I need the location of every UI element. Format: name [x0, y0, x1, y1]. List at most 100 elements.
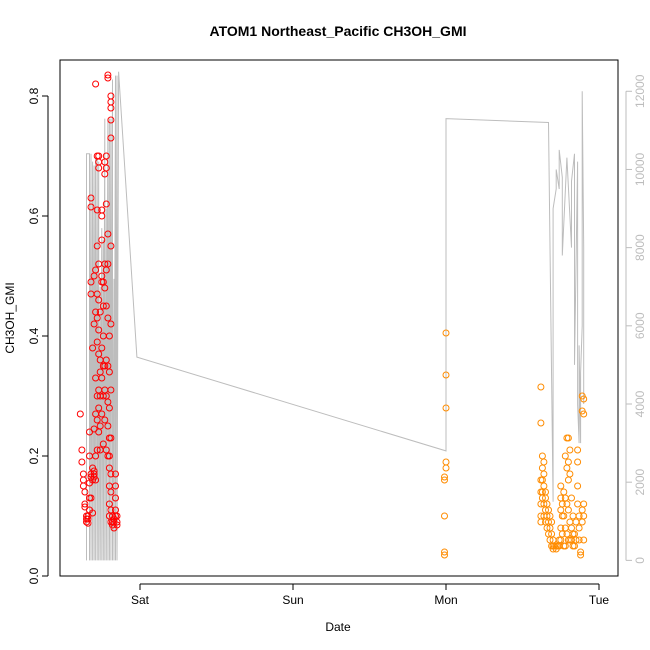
- data-point: [84, 519, 92, 527]
- data-point: [79, 476, 87, 484]
- data-point: [95, 164, 103, 172]
- data-point: [105, 368, 113, 376]
- data-point: [561, 542, 569, 550]
- data-point: [580, 536, 588, 544]
- data-point: [87, 494, 95, 502]
- y-tick-label: 0.8: [27, 87, 41, 104]
- data-point: [112, 482, 119, 490]
- data-point: [566, 470, 574, 478]
- data-point: [92, 80, 100, 88]
- data-point: [558, 500, 566, 508]
- axes: 0.0 0.2 0.4 0.6 0.8 0 2000 4000 6000 8000 10000 120…: [27, 74, 647, 607]
- data-point: [442, 329, 450, 337]
- data-point: [107, 104, 115, 112]
- y2-tick-label: 10000: [633, 152, 647, 186]
- data-point: [540, 470, 548, 478]
- data-point: [81, 500, 89, 508]
- data-point: [102, 152, 110, 160]
- data-point: [112, 470, 119, 478]
- data-point: [93, 338, 101, 346]
- data-point: [560, 488, 568, 496]
- data-point: [538, 464, 546, 472]
- data-point: [574, 446, 582, 454]
- data-point: [441, 476, 448, 484]
- y2-tick-label: 12000: [633, 74, 647, 108]
- data-point: [442, 464, 450, 472]
- data-point: [95, 326, 103, 334]
- data-point: [569, 512, 577, 520]
- data-point: [441, 512, 448, 520]
- data-point: [87, 278, 95, 286]
- data-point: [537, 383, 545, 391]
- plot-area: [59, 59, 619, 577]
- data-point: [561, 452, 569, 460]
- data-point: [561, 494, 569, 502]
- y2-tick-label: 4000: [633, 390, 647, 417]
- data-point: [93, 242, 101, 250]
- data-point: [107, 320, 115, 328]
- data-point: [564, 506, 572, 514]
- y-tick-label: 0.0: [27, 567, 41, 584]
- data-point: [98, 410, 106, 418]
- data-point: [84, 515, 92, 523]
- data-point: [104, 260, 112, 268]
- data-point: [580, 410, 588, 418]
- data-point: [98, 374, 106, 382]
- data-point: [99, 302, 107, 310]
- data-point: [79, 482, 87, 490]
- data-point: [105, 404, 113, 412]
- data-point: [105, 332, 113, 340]
- data-point: [96, 422, 104, 430]
- data-point: [564, 434, 572, 442]
- data-point: [107, 242, 115, 250]
- data-point: [572, 518, 580, 526]
- data-point: [578, 518, 586, 526]
- y-tick-label: 0.4: [27, 327, 41, 344]
- data-point: [580, 512, 588, 520]
- data-point: [104, 71, 112, 79]
- data-point: [442, 371, 450, 379]
- data-point: [89, 344, 97, 352]
- data-point: [575, 536, 583, 544]
- data-point: [540, 458, 548, 466]
- data-point: [104, 230, 112, 238]
- data-point: [107, 116, 115, 124]
- data-point: [101, 416, 109, 424]
- data-point: [441, 473, 448, 481]
- data-point: [580, 500, 588, 508]
- data-point: [93, 206, 101, 214]
- data-point: [563, 464, 571, 472]
- data-point: [112, 494, 119, 502]
- data-point: [107, 488, 115, 496]
- data-point: [98, 344, 106, 352]
- data-point: [78, 458, 86, 466]
- y-tick-label: 0.2: [27, 447, 41, 464]
- data-point: [557, 482, 565, 490]
- data-point: [548, 518, 556, 526]
- data-point: [107, 434, 115, 442]
- data-point: [107, 470, 115, 478]
- data-point: [575, 524, 583, 532]
- data-point: [95, 404, 103, 412]
- data-point: [574, 458, 582, 466]
- y-axis-label: CH3OH_GMI: [3, 282, 17, 353]
- altitude-polyline: [86, 71, 585, 561]
- data-point: [93, 416, 101, 424]
- data-point: [564, 458, 572, 466]
- data-point: [96, 308, 104, 316]
- data-point: [568, 494, 575, 502]
- data-point: [102, 164, 110, 172]
- data-point: [76, 410, 84, 418]
- x-tick-label: Mon: [434, 593, 457, 607]
- data-point: [93, 446, 101, 454]
- data-point: [442, 458, 450, 466]
- x-axis-label: Date: [325, 620, 351, 634]
- data-point: [95, 296, 103, 304]
- data-point: [561, 524, 569, 532]
- data-point: [102, 302, 110, 310]
- data-point: [557, 506, 565, 514]
- x-tick-label: Tue: [589, 593, 610, 607]
- data-point: [113, 512, 121, 520]
- data-point: [540, 482, 548, 490]
